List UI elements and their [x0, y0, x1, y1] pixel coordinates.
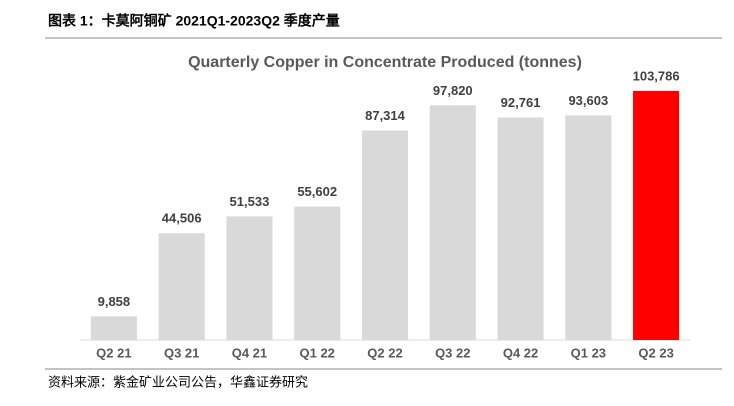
x-tick-label: Q1 22 — [300, 345, 335, 360]
bar — [294, 206, 341, 340]
data-label: 44,506 — [162, 211, 202, 226]
x-tick-label: Q3 21 — [164, 345, 199, 360]
data-label: 55,602 — [297, 184, 337, 199]
data-label: 93,603 — [568, 93, 608, 108]
x-tick-label: Q4 22 — [503, 345, 538, 360]
x-tick-label: Q1 23 — [571, 345, 606, 360]
bar — [633, 91, 680, 340]
bar — [565, 115, 612, 340]
data-label: 103,786 — [633, 68, 680, 83]
x-tick-label: Q2 21 — [96, 345, 131, 360]
x-tick-label: Q2 22 — [367, 345, 402, 360]
bar — [226, 216, 273, 340]
source-note: 资料来源：紫金矿业公司公告，华鑫证券研究 — [48, 374, 308, 389]
bar — [497, 117, 544, 340]
x-tick-label: Q2 23 — [638, 345, 673, 360]
bar — [90, 316, 137, 340]
bar — [429, 105, 476, 340]
data-label: 97,820 — [433, 83, 473, 98]
data-label: 51,533 — [230, 194, 270, 209]
data-label: 9,858 — [98, 294, 131, 309]
x-tick-label: Q3 22 — [435, 345, 470, 360]
bar — [361, 130, 409, 340]
bar — [158, 233, 205, 340]
data-label: 92,761 — [501, 95, 541, 110]
chart-title: Quarterly Copper in Concentrate Produced… — [188, 54, 582, 71]
data-label: 87,314 — [365, 108, 406, 123]
figure-header: 图表 1：卡莫阿铜矿 2021Q1-2023Q2 季度产量 — [48, 13, 340, 29]
x-tick-label: Q4 21 — [232, 345, 267, 360]
